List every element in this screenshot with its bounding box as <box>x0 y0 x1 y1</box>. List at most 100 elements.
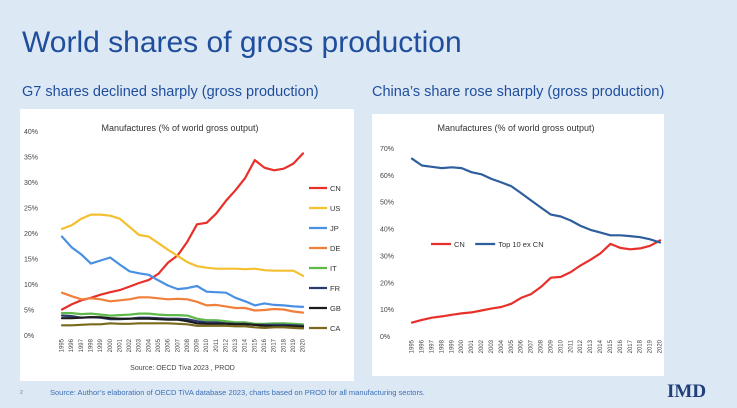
legend-label: US <box>330 204 340 213</box>
x-tick-label: 2000 <box>459 339 465 353</box>
slide-title: World shares of gross production <box>22 26 462 59</box>
x-tick-label: 2014 <box>598 339 604 353</box>
page-number: 2 <box>20 390 23 396</box>
x-tick-label: 1997 <box>429 339 435 353</box>
x-tick-label: 2009 <box>548 339 554 353</box>
x-tick-label: 1996 <box>69 338 75 352</box>
x-tick-label: 2007 <box>175 338 181 352</box>
x-tick-label: 2001 <box>117 338 123 352</box>
chart-title: Manufactures (% of world gross output) <box>101 123 258 133</box>
x-tick-label: 2019 <box>291 338 297 352</box>
chart-title: Manufactures (% of world gross output) <box>437 123 594 133</box>
china-share-chart: Manufactures (% of world gross output) 0%… <box>380 123 664 353</box>
left-chart-subtitle: G7 shares declined sharply (gross produc… <box>22 84 319 100</box>
legend-label: FR <box>330 284 341 293</box>
series-line-cn <box>410 239 662 324</box>
y-tick-label: 25% <box>24 206 38 213</box>
x-tick-label: 2011 <box>214 338 220 352</box>
x-tick-label: 1998 <box>439 339 445 353</box>
x-tick-label: 2015 <box>252 338 258 352</box>
x-tick-label: 1999 <box>449 339 455 353</box>
legend-label: Top 10 ex CN <box>498 240 543 249</box>
left-chart-panel: Manufactures (% of world gross output) 0%… <box>20 109 354 381</box>
y-tick-label: 30% <box>380 253 394 260</box>
x-tick-label: 2002 <box>127 338 133 352</box>
imd-logo: IMD <box>667 381 707 402</box>
x-tick-label: 2000 <box>108 338 114 352</box>
series-line-us <box>60 213 305 277</box>
x-tick-label: 1997 <box>79 338 85 352</box>
series-line-de <box>60 291 305 314</box>
x-tick-label: 2006 <box>166 338 172 352</box>
legend-label: DE <box>330 244 340 253</box>
y-tick-label: 50% <box>380 200 394 207</box>
x-tick-label: 2020 <box>658 339 664 353</box>
y-tick-label: 20% <box>24 231 38 238</box>
x-tick-label: 2004 <box>499 339 505 353</box>
x-tick-label: 2001 <box>469 339 475 353</box>
y-tick-label: 60% <box>380 173 394 180</box>
x-tick-label: 2002 <box>479 339 485 353</box>
x-tick-label: 2016 <box>262 338 268 352</box>
x-tick-label: 2013 <box>588 339 594 353</box>
y-tick-label: 10% <box>24 282 38 289</box>
x-tick-label: 2008 <box>185 338 191 352</box>
x-tick-label: 2008 <box>539 339 545 353</box>
x-tick-label: 1999 <box>98 338 104 352</box>
legend-label: CN <box>454 240 465 249</box>
x-tick-label: 2010 <box>204 338 210 352</box>
right-chart-subtitle: China’s share rose sharply (gross produc… <box>372 84 665 100</box>
x-tick-label: 2018 <box>281 338 287 352</box>
x-tick-label: 2010 <box>558 339 564 353</box>
legend-label: GB <box>330 304 341 313</box>
y-tick-label: 35% <box>24 155 38 162</box>
x-tick-label: 2004 <box>146 338 152 352</box>
x-tick-label: 2003 <box>137 338 143 352</box>
x-tick-label: 2020 <box>301 338 307 352</box>
x-tick-label: 2019 <box>648 339 654 353</box>
y-tick-label: 30% <box>24 180 38 187</box>
y-tick-label: 0% <box>380 334 390 341</box>
y-tick-label: 5% <box>24 308 34 315</box>
x-tick-label: 2016 <box>618 339 624 353</box>
x-tick-label: 1995 <box>60 338 66 352</box>
y-tick-label: 40% <box>24 129 38 136</box>
series-line-ca <box>60 322 305 330</box>
x-tick-label: 1998 <box>88 338 94 352</box>
x-tick-label: 1996 <box>419 339 425 353</box>
series-line-top-10-ex-cn <box>410 157 662 244</box>
series-line-gb <box>60 316 305 328</box>
y-tick-label: 10% <box>380 307 394 314</box>
legend-label: JP <box>330 224 339 233</box>
y-tick-label: 0% <box>24 333 34 340</box>
x-tick-label: 1995 <box>410 339 416 353</box>
right-chart-panel: Manufactures (% of world gross output) 0%… <box>372 114 664 376</box>
legend-label: CA <box>330 324 340 333</box>
x-tick-label: 2012 <box>223 338 229 352</box>
series-line-jp <box>60 235 305 308</box>
chart-source-note: Source: OECD Tiva 2023 , PROD <box>130 365 235 372</box>
x-tick-label: 2012 <box>578 339 584 353</box>
y-tick-label: 15% <box>24 257 38 264</box>
source-footnote: Source: Author’s elaboration of OECD TiV… <box>50 388 425 397</box>
legend-label: CN <box>330 184 341 193</box>
x-tick-label: 2009 <box>195 338 201 352</box>
y-tick-label: 40% <box>380 227 394 234</box>
x-tick-label: 2015 <box>608 339 614 353</box>
x-tick-label: 2018 <box>638 339 644 353</box>
x-tick-label: 2005 <box>156 338 162 352</box>
x-tick-label: 2014 <box>243 338 249 352</box>
y-tick-label: 70% <box>380 146 394 153</box>
y-tick-label: 20% <box>380 280 394 287</box>
series-line-cn <box>60 152 305 311</box>
legend-label: IT <box>330 264 337 273</box>
x-tick-label: 2006 <box>519 339 525 353</box>
x-tick-label: 2011 <box>568 339 574 353</box>
g7-shares-chart: Manufactures (% of world gross output) 0%… <box>24 123 341 372</box>
x-tick-label: 2003 <box>489 339 495 353</box>
x-tick-label: 2005 <box>509 339 515 353</box>
x-tick-label: 2017 <box>628 339 634 353</box>
x-tick-label: 2013 <box>233 338 239 352</box>
x-tick-label: 2017 <box>272 338 278 352</box>
x-tick-label: 2007 <box>529 339 535 353</box>
